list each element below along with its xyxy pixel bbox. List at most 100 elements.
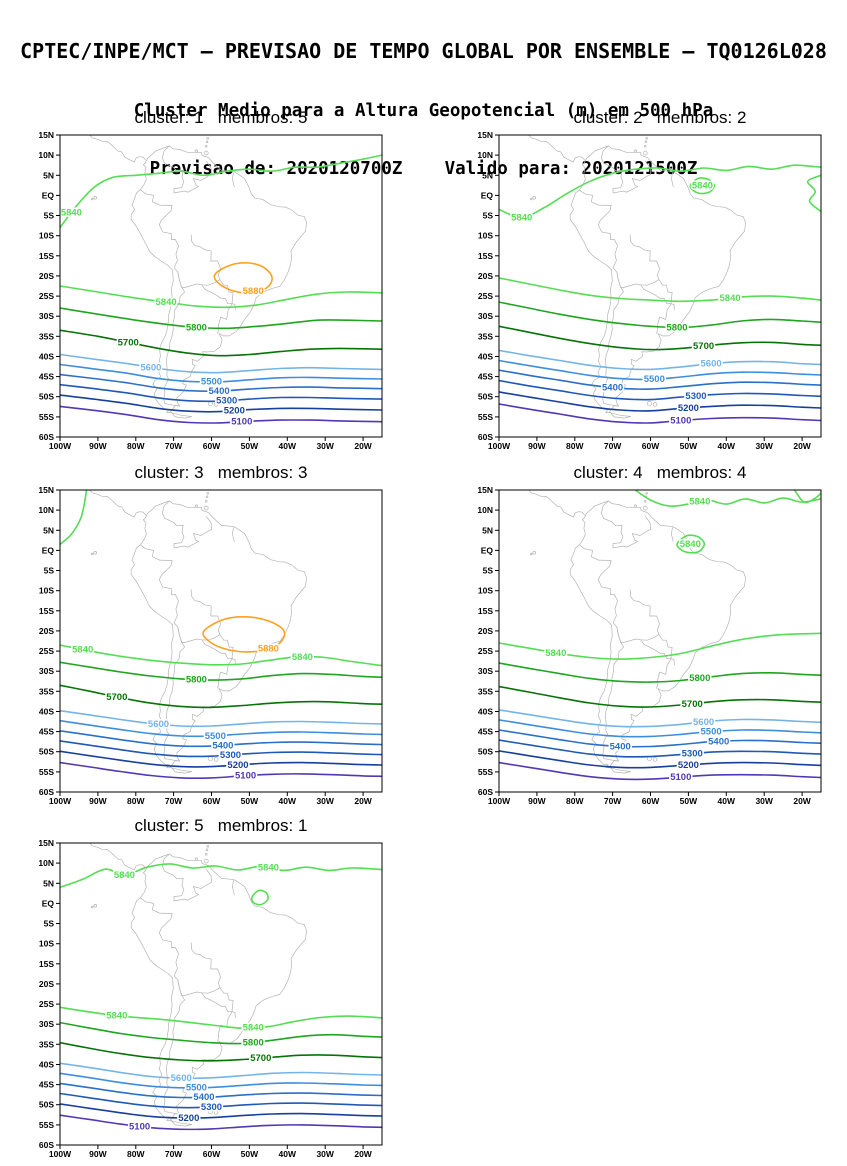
south-america-basemap: [89, 843, 307, 1127]
plot-frame: [59, 134, 383, 438]
contour-label: 5200: [224, 406, 245, 417]
lon-tick-label: 80W: [566, 441, 584, 451]
contour-label: 5300: [201, 1102, 222, 1113]
contour-label: 5200: [178, 1113, 199, 1124]
lon-tick-label: 30W: [755, 441, 773, 451]
lat-tick-label: 45S: [478, 372, 493, 382]
contour-label: 5700: [118, 337, 139, 348]
lat-tick-label: 55S: [39, 767, 54, 777]
lat-tick-label: 30S: [478, 666, 493, 676]
lat-tick-label: EQ: [42, 545, 55, 555]
lon-tick-label: 70W: [165, 796, 183, 806]
lon-tick-label: 60W: [642, 441, 660, 451]
lon-tick-label: 60W: [642, 796, 660, 806]
lat-tick-label: 10N: [38, 150, 54, 160]
lat-tick-label: 10N: [38, 505, 54, 515]
lon-tick-label: 70W: [604, 441, 622, 451]
lon-tick-label: 100W: [49, 796, 72, 806]
lat-tick-label: 45S: [478, 727, 493, 737]
contour-label: 5700: [106, 692, 127, 703]
lat-tick-label: 55S: [39, 1120, 54, 1130]
geopotential-contours: [499, 164, 821, 424]
lon-tick-label: 80W: [566, 796, 584, 806]
contour-label: 5500: [701, 727, 722, 738]
lat-tick-label: 50S: [39, 392, 54, 402]
lat-tick-label: 20S: [478, 626, 493, 636]
contour-label: 5800: [243, 1037, 264, 1048]
contour-label: 5800: [689, 673, 710, 684]
panel-title: cluster: 5 membros: 1: [134, 816, 308, 835]
contour-map: 5840 5840 5840 5840 5800 5700 5600 5500 5400 5300…: [22, 837, 386, 1161]
plot-frame: [498, 489, 822, 793]
contour-label: 5200: [678, 760, 699, 771]
contour-label: 5500: [186, 1083, 207, 1094]
contour-label: 5300: [682, 749, 703, 760]
axis-ticks: 15N 10N 5N EQ 5S 10S 15S 20S 25S 30S 35S 40S 45S 50S 5…: [38, 485, 372, 806]
contour-label: 5840: [114, 870, 135, 881]
lon-tick-label: 90W: [89, 796, 107, 806]
lat-tick-label: 60S: [39, 787, 54, 797]
contour-label: 5840: [680, 539, 701, 550]
contour-label: 5100: [235, 771, 256, 782]
lat-tick-label: 5N: [43, 878, 54, 888]
lon-tick-label: 90W: [89, 441, 107, 451]
cluster-2-panel: cluster: 2 membros: 2 5840 5840 5840 5800 57…: [461, 108, 825, 453]
contour-label: 5600: [171, 1073, 192, 1084]
contour-label: 5600: [693, 717, 714, 728]
lon-tick-label: 100W: [49, 441, 72, 451]
contour-map-svg: 5880 5840 5840 5800 5700 5600 5500540053005200…: [38, 485, 383, 806]
contour-label: 5800: [666, 322, 687, 333]
lat-tick-label: 35S: [478, 686, 493, 696]
lon-tick-label: 40W: [279, 441, 297, 451]
lat-tick-label: 25S: [39, 999, 54, 1009]
lat-tick-label: 40S: [478, 352, 493, 362]
south-america-basemap: [528, 135, 746, 419]
contour-label: 5840: [258, 863, 279, 874]
contour-map-svg: 5840 5880 5840 5800 5700 5600 5500540053005200…: [38, 130, 383, 451]
lon-tick-label: 40W: [718, 441, 736, 451]
lat-tick-label: 45S: [39, 1080, 54, 1090]
panel-title: cluster: 4 membros: 4: [573, 463, 747, 482]
lat-tick-label: EQ: [481, 190, 494, 200]
contour-label: 5300: [216, 396, 237, 407]
contour-label: 5700: [693, 341, 714, 352]
lat-tick-label: 10S: [39, 231, 54, 241]
lon-tick-label: 20W: [354, 796, 372, 806]
lat-tick-label: 15N: [38, 130, 54, 140]
lat-tick-label: 5S: [44, 211, 55, 221]
contour-label: 5700: [250, 1053, 271, 1064]
lon-tick-label: 50W: [241, 1149, 259, 1159]
lat-tick-label: 10S: [478, 231, 493, 241]
lat-tick-label: 15N: [38, 485, 54, 495]
lat-tick-label: 15S: [478, 606, 493, 616]
contour-label: 5840: [545, 648, 566, 659]
contour-label: 5840: [61, 208, 82, 219]
contour-label: 5400: [209, 386, 230, 397]
lat-tick-label: 30S: [39, 666, 54, 676]
lat-tick-label: 30S: [478, 311, 493, 321]
lat-tick-label: 25S: [478, 291, 493, 301]
lon-tick-label: 60W: [203, 796, 221, 806]
lon-tick-label: 60W: [203, 1149, 221, 1159]
lat-tick-label: 10N: [477, 150, 493, 160]
cluster-1-panel: cluster: 1 membros: 5 5840 5880 5840 5800 57…: [22, 108, 386, 453]
lat-tick-label: 20S: [39, 626, 54, 636]
contour-label: 5840: [692, 181, 713, 192]
contour-label: 5840: [292, 652, 313, 663]
lat-tick-label: 45S: [39, 372, 54, 382]
lon-tick-label: 70W: [604, 796, 622, 806]
lat-tick-label: 35S: [39, 686, 54, 696]
lat-tick-label: 50S: [478, 392, 493, 402]
panel-title: cluster: 3 membros: 3: [134, 463, 308, 482]
contour-label: 5400: [602, 383, 623, 394]
contour-label: 5200: [227, 760, 248, 771]
lat-tick-label: 30S: [39, 311, 54, 321]
lat-tick-label: 60S: [478, 432, 493, 442]
lon-tick-label: 100W: [488, 796, 511, 806]
lat-tick-label: 10S: [478, 586, 493, 596]
lat-tick-label: 25S: [39, 646, 54, 656]
contour-label: 5300: [685, 391, 706, 402]
lon-tick-label: 80W: [127, 441, 145, 451]
lat-tick-label: 55S: [39, 412, 54, 422]
lat-tick-label: 25S: [478, 646, 493, 656]
